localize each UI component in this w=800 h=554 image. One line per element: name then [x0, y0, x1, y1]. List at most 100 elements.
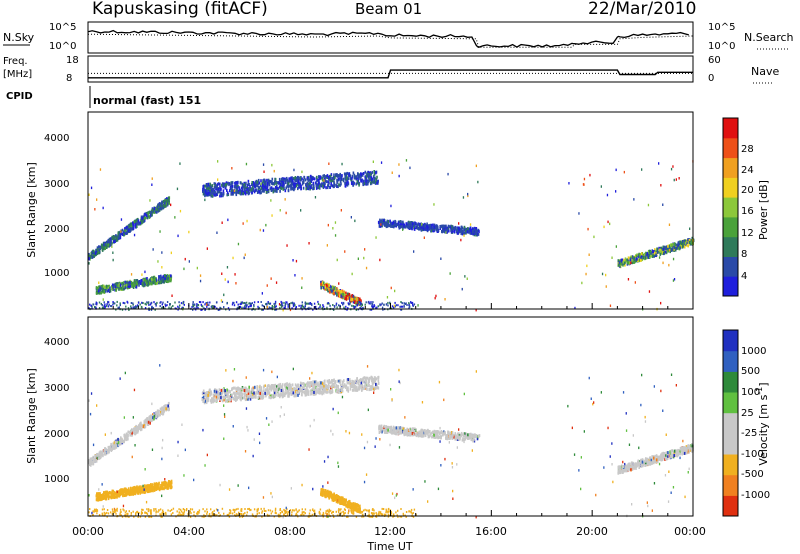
ground-scatter-cell	[367, 301, 369, 304]
echo-cell	[389, 221, 392, 225]
echo-cell	[469, 231, 472, 235]
echo-cell	[283, 177, 286, 181]
echo-cell	[124, 493, 126, 497]
echo-cell	[120, 488, 122, 492]
echo-cell	[317, 178, 320, 182]
echo-cell	[119, 283, 122, 287]
echo-cell	[112, 446, 115, 450]
noise-cell	[112, 258, 114, 262]
echo-cell	[214, 191, 217, 195]
ground-scatter-cell	[355, 308, 358, 311]
echo-cell	[328, 175, 330, 179]
echo-cell	[116, 238, 119, 242]
ground-scatter-cell	[274, 306, 276, 309]
echo-cell	[323, 281, 325, 285]
echo-cell	[241, 191, 243, 195]
ground-scatter-cell	[110, 305, 113, 308]
freq-strip: Freq. [MHz] 18 8 60 0 Nave	[3, 55, 779, 84]
echo-cell	[477, 232, 480, 236]
echo-cell	[330, 493, 333, 497]
echo-cell	[100, 455, 102, 458]
echo-cell	[347, 500, 349, 504]
echo-cell	[107, 287, 110, 290]
echo-cell	[682, 240, 684, 243]
echo-cell	[143, 420, 146, 424]
echo-cell	[129, 281, 131, 284]
echo-cell	[274, 383, 277, 387]
power-ytick-1000: 1000	[44, 268, 69, 279]
echo-cell	[257, 180, 260, 184]
echo-cell	[311, 388, 313, 392]
echo-cell	[398, 224, 400, 228]
ground-scatter-cell	[404, 303, 406, 305]
echo-cell	[323, 177, 326, 181]
ground-scatter-cell	[379, 303, 381, 306]
noise-cell	[301, 170, 303, 174]
echo-cell	[163, 487, 165, 491]
echo-cell	[127, 488, 130, 492]
echo-cell	[432, 223, 434, 227]
echo-cell	[226, 191, 229, 195]
echo-cell	[249, 185, 251, 188]
noise-cell	[170, 203, 172, 207]
echo-cell	[385, 225, 388, 229]
echo-cell	[147, 211, 150, 215]
echo-cell	[410, 221, 412, 224]
echo-cell	[682, 244, 684, 248]
echo-cell	[281, 180, 283, 183]
ground-scatter-cell	[394, 301, 396, 304]
echo-cell	[122, 285, 124, 289]
echo-cell	[292, 183, 295, 186]
echo-cell	[326, 491, 329, 495]
echo-cell	[665, 251, 668, 255]
ground-scatter-cell	[127, 307, 130, 310]
noise-cell	[265, 223, 267, 227]
echo-cell	[158, 206, 161, 210]
echo-cell	[670, 243, 672, 247]
echo-cell	[109, 286, 111, 290]
echo-cell	[332, 291, 334, 295]
echo-cell	[151, 213, 153, 217]
noise-cell	[583, 177, 586, 181]
echo-cell	[349, 378, 351, 382]
echo-cell	[627, 258, 630, 262]
echo-cell	[450, 228, 452, 232]
noise-cell	[233, 189, 236, 192]
echo-cell	[117, 234, 119, 238]
echo-cell	[161, 204, 164, 208]
echo-cell	[321, 388, 324, 392]
ground-scatter-cell	[267, 302, 270, 305]
noise-cell	[130, 273, 133, 276]
echo-cell	[166, 276, 168, 280]
echo-cell	[128, 227, 130, 231]
echo-cell	[218, 392, 220, 396]
echo-cell	[325, 287, 327, 291]
ground-scatter-cell	[359, 301, 361, 304]
echo-cell	[90, 253, 93, 257]
echo-cell	[348, 505, 351, 509]
noise-cell	[462, 196, 465, 199]
echo-cell	[211, 191, 213, 195]
ground-scatter-cell	[126, 300, 128, 303]
echo-cell	[209, 191, 212, 195]
echo-cell	[663, 252, 665, 256]
echo-cell	[337, 379, 339, 383]
noise-cell	[458, 222, 460, 225]
echo-cell	[265, 183, 267, 187]
echo-cell	[320, 282, 322, 286]
echo-cell	[323, 174, 325, 178]
echo-cell	[640, 254, 643, 258]
echo-cell	[124, 286, 127, 290]
ground-scatter-cell	[357, 300, 359, 303]
noise-cell	[434, 296, 436, 300]
echo-cell	[109, 491, 112, 495]
power-colorbar-frame	[722, 117, 739, 297]
echo-cell	[366, 174, 369, 178]
echo-cell	[635, 257, 637, 261]
noise-cell	[260, 182, 262, 186]
echo-cell	[315, 182, 318, 186]
echo-cell	[345, 177, 348, 181]
echo-cell	[143, 216, 146, 220]
echo-cell	[648, 249, 651, 253]
ground-scatter-cell	[371, 303, 374, 306]
